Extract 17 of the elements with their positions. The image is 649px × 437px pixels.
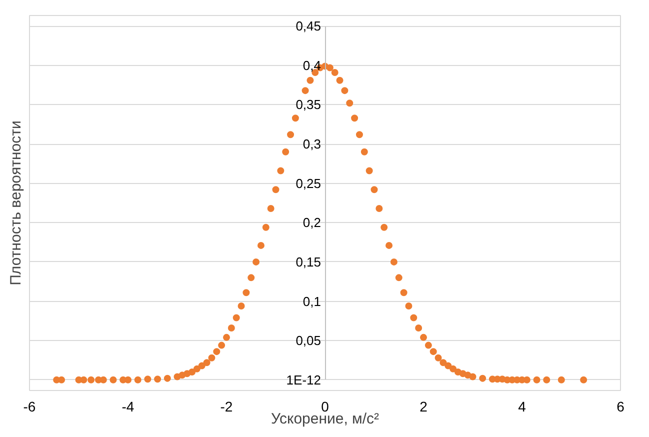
y-tick-label: 0,1 [302, 294, 322, 309]
x-tick-label: -6 [23, 398, 36, 414]
y-tick-label: 0,25 [296, 176, 322, 191]
x-tick-label: -2 [220, 398, 233, 414]
y-tick-label: 0,45 [296, 18, 322, 34]
y-tick-label: 1E-12 [286, 372, 322, 388]
y-tick-label: 0,35 [296, 97, 322, 112]
x-tick-label: 2 [420, 398, 428, 414]
y-axis-title: Плотность вероятности [8, 120, 24, 286]
x-tick-label: 4 [518, 398, 526, 414]
x-tick-label: -4 [122, 398, 134, 414]
x-tick-label: 6 [616, 398, 625, 414]
y-tick-label: 0,2 [302, 215, 322, 230]
y-tick-label: 0,3 [302, 136, 322, 152]
y-tick-label: 0,4 [302, 58, 322, 73]
y-tick-label: 0,15 [296, 254, 322, 270]
y-tick-label: 0,05 [296, 333, 322, 348]
